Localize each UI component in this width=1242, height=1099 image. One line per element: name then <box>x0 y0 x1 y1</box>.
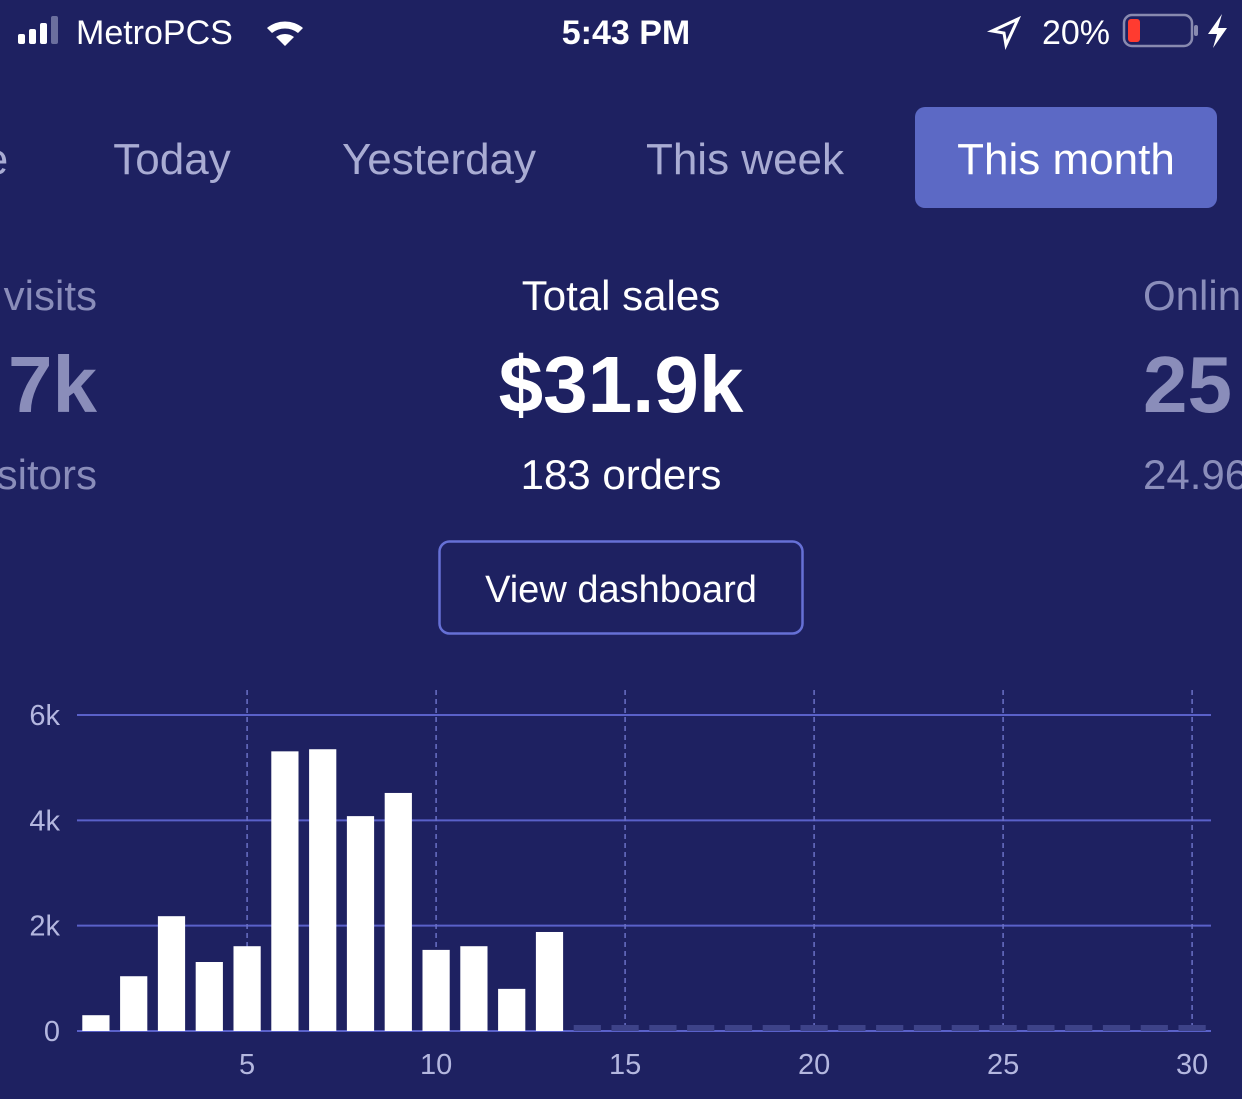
stat-subtitle: 24.96 <box>1143 451 1242 498</box>
stat-title: Onlin <box>1143 272 1241 319</box>
bar-empty <box>876 1025 904 1031</box>
bar <box>120 976 148 1031</box>
battery-level <box>1128 19 1140 42</box>
bar-empty <box>800 1025 828 1031</box>
bar <box>460 946 488 1031</box>
stat-value: 7k <box>8 340 97 429</box>
bar <box>422 949 450 1031</box>
bar-empty <box>1102 1025 1131 1031</box>
stat-value: 25 <box>1143 340 1232 429</box>
signal-bar <box>18 34 25 44</box>
signal-bar <box>40 23 47 44</box>
x-tick-label: 20 <box>798 1049 830 1081</box>
bar-empty <box>649 1025 677 1031</box>
tab[interactable]: Yesterday <box>342 135 536 184</box>
battery-outline <box>1122 13 1194 48</box>
x-tick-label: 5 <box>239 1049 255 1081</box>
bar-empty <box>724 1025 753 1031</box>
button-label[interactable]: View dashboard <box>485 569 757 611</box>
bar-empty <box>1178 1025 1206 1031</box>
tab-active[interactable]: This month <box>957 135 1175 184</box>
signal-bar <box>29 29 36 44</box>
signal-bar <box>51 16 58 44</box>
bar <box>233 946 261 1031</box>
bar-empty <box>1027 1025 1055 1031</box>
stat-subtitle: sitors <box>0 451 97 498</box>
bar-empty <box>1065 1025 1093 1031</box>
bar <box>195 962 223 1031</box>
bar-empty <box>951 1025 979 1031</box>
x-tick-label: 10 <box>420 1049 452 1081</box>
bar <box>384 792 412 1031</box>
bar <box>346 816 375 1031</box>
bar-empty <box>762 1025 790 1031</box>
y-tick-label: 0 <box>44 1016 60 1048</box>
bar-empty <box>573 1025 601 1031</box>
bar <box>157 916 186 1031</box>
y-tick-label: 2k <box>29 911 60 943</box>
stat-value: $31.9k <box>499 340 744 429</box>
bar-empty <box>611 1025 639 1031</box>
tab[interactable]: This week <box>646 135 845 184</box>
x-tick-label: 30 <box>1176 1049 1208 1081</box>
status-bar: MetroPCS 5:43 PM 20% <box>18 13 1227 52</box>
carrier: MetroPCS <box>76 14 233 52</box>
bar <box>82 1015 110 1031</box>
bar <box>535 931 564 1031</box>
bar-empty <box>913 1025 942 1031</box>
tab[interactable]: Today <box>113 135 230 184</box>
battery-tip <box>1194 25 1198 36</box>
clock: 5:43 PM <box>562 14 691 52</box>
bar <box>309 749 337 1031</box>
stat-subtitle: 183 orders <box>521 451 722 498</box>
stat-title: Total sales <box>522 272 720 319</box>
chart: 0 2k 4k 6k 5 10 15 20 25 30 <box>29 690 1211 1081</box>
bar <box>498 988 526 1031</box>
stat-title: visits <box>4 272 97 319</box>
wifi-icon <box>267 21 303 46</box>
bar-empty <box>838 1025 866 1031</box>
x-tick-label: 25 <box>987 1049 1019 1081</box>
active-tab-bg <box>915 107 1217 208</box>
battery-percent: 20% <box>1042 14 1110 52</box>
y-tick-label: 6k <box>29 700 60 732</box>
tab[interactable]: e <box>0 135 8 184</box>
dashboard-button[interactable] <box>438 540 804 635</box>
location-icon <box>986 15 1022 51</box>
bar-empty <box>687 1025 715 1031</box>
bar-empty <box>989 1025 1017 1031</box>
bar-empty <box>1140 1025 1168 1031</box>
bar <box>271 751 299 1031</box>
y-tick-label: 4k <box>29 805 60 837</box>
charging-icon <box>1208 14 1227 48</box>
x-tick-label: 15 <box>609 1049 641 1081</box>
